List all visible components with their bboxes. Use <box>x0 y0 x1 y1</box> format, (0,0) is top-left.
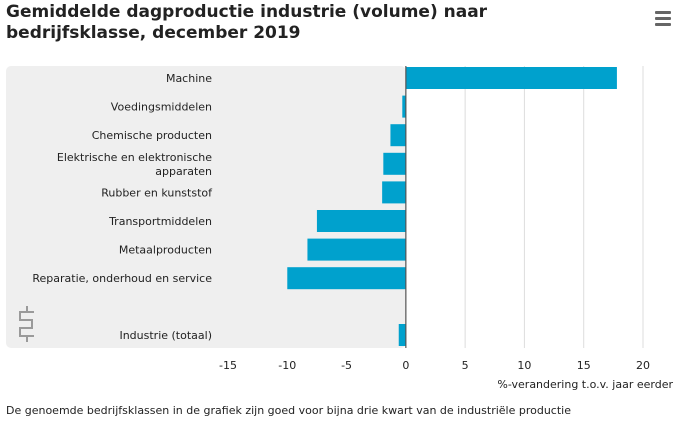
category-label-6: Metaalproducten <box>119 244 212 257</box>
category-label-5: Transportmiddelen <box>108 215 212 228</box>
x-axis-title: %-verandering t.o.v. jaar eerder <box>497 378 673 391</box>
x-tick-label-6: 15 <box>577 359 591 372</box>
bar-3 <box>383 152 406 175</box>
hamburger-menu-icon[interactable] <box>652 8 674 28</box>
category-label-1: Voedingsmiddelen <box>111 101 212 114</box>
cbs-logo-icon <box>19 306 34 342</box>
x-tick-label-2: -5 <box>341 359 352 372</box>
category-label-2: Chemische producten <box>92 129 212 142</box>
bar-4 <box>382 181 406 204</box>
x-tick-label-5: 10 <box>517 359 531 372</box>
footnote: De genoemde bedrijfsklassen in de grafie… <box>6 404 571 417</box>
x-tick-label-1: -10 <box>278 359 296 372</box>
bar-1 <box>402 95 406 118</box>
bar-5 <box>316 210 406 232</box>
chart-title: Gemiddelde dagproductie industrie (volum… <box>6 2 488 43</box>
category-label-3-0: Elektrische en elektronische <box>57 151 212 164</box>
bar-6 <box>307 238 406 261</box>
x-tick-label-7: 20 <box>636 359 650 372</box>
bar-2 <box>390 124 406 147</box>
bar-chart: Machine Voedingsmiddelen Chemische product… <box>6 66 673 391</box>
x-tick-label-0: -15 <box>219 359 237 372</box>
category-label-7: Reparatie, onderhoud en service <box>32 272 212 285</box>
bar-8 <box>398 324 406 346</box>
x-tick-label-3: 0 <box>402 359 409 372</box>
category-label-3-1: apparaten <box>155 165 212 178</box>
category-label-8: Industrie (totaal) <box>119 329 212 342</box>
bar-0 <box>405 67 617 89</box>
category-label-4: Rubber en kunststof <box>101 186 213 199</box>
x-tick-label-4: 5 <box>462 359 469 372</box>
bar-7 <box>287 267 406 290</box>
category-label-0: Machine <box>166 72 212 85</box>
